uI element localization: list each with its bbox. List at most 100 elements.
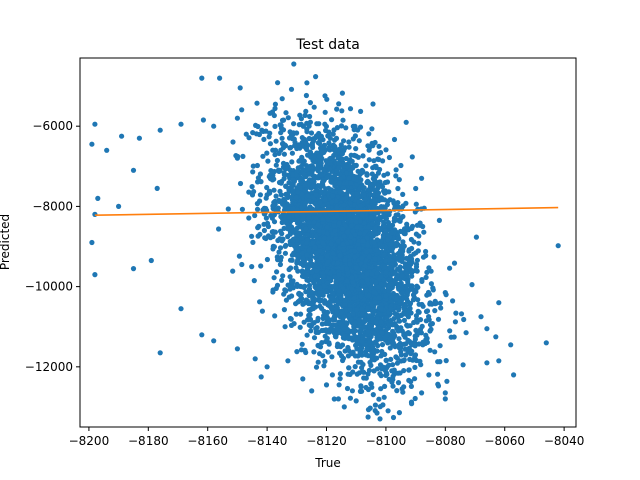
x-tick-label: −8200 bbox=[69, 434, 110, 448]
data-point bbox=[335, 238, 341, 244]
data-point bbox=[277, 245, 284, 251]
data-point bbox=[351, 327, 357, 333]
data-point bbox=[376, 266, 382, 272]
data-point bbox=[430, 287, 436, 293]
data-point bbox=[393, 296, 400, 302]
data-point bbox=[332, 256, 338, 262]
data-point bbox=[356, 321, 362, 327]
data-point bbox=[289, 150, 295, 156]
data-point bbox=[319, 305, 325, 311]
data-point bbox=[442, 290, 448, 296]
data-point bbox=[235, 153, 241, 160]
data-point bbox=[352, 232, 358, 238]
data-point bbox=[265, 223, 271, 230]
x-tick-label: −8100 bbox=[366, 434, 407, 448]
data-point bbox=[293, 311, 299, 317]
data-point bbox=[315, 222, 321, 228]
data-point bbox=[300, 376, 306, 382]
data-point bbox=[275, 257, 281, 263]
data-point bbox=[298, 116, 304, 122]
data-point bbox=[358, 384, 364, 390]
data-point bbox=[266, 134, 272, 140]
data-point bbox=[329, 372, 335, 378]
data-point bbox=[478, 314, 484, 320]
data-point bbox=[265, 158, 271, 164]
data-point bbox=[319, 145, 326, 151]
data-point bbox=[328, 241, 334, 247]
data-point bbox=[267, 141, 273, 147]
data-point bbox=[308, 130, 315, 136]
data-point bbox=[130, 167, 137, 173]
data-point bbox=[427, 300, 433, 306]
data-point bbox=[370, 101, 376, 107]
data-point bbox=[396, 286, 402, 292]
data-point bbox=[293, 244, 299, 250]
data-point bbox=[318, 184, 324, 190]
data-point bbox=[385, 237, 391, 243]
data-point bbox=[340, 285, 346, 292]
data-point bbox=[335, 260, 341, 266]
data-point bbox=[396, 177, 402, 183]
data-point bbox=[369, 126, 375, 132]
data-point bbox=[264, 256, 270, 263]
data-point bbox=[272, 313, 278, 319]
data-point bbox=[426, 372, 432, 378]
x-axis-label: True bbox=[314, 456, 341, 470]
data-point bbox=[276, 249, 282, 255]
data-point bbox=[336, 220, 342, 226]
data-point bbox=[388, 356, 394, 362]
data-point bbox=[363, 249, 370, 255]
data-point bbox=[342, 301, 348, 307]
data-point bbox=[342, 257, 348, 263]
data-point bbox=[369, 171, 375, 177]
data-point bbox=[382, 179, 388, 186]
data-point bbox=[281, 291, 287, 297]
data-point bbox=[357, 329, 364, 335]
data-point bbox=[404, 224, 410, 230]
data-point bbox=[366, 131, 372, 137]
data-point bbox=[246, 189, 252, 195]
data-point bbox=[246, 215, 252, 221]
data-point bbox=[332, 172, 338, 179]
data-point bbox=[322, 109, 328, 115]
data-point bbox=[296, 290, 302, 296]
data-point bbox=[349, 275, 355, 281]
data-point bbox=[304, 332, 310, 338]
data-point bbox=[346, 365, 352, 371]
data-point bbox=[365, 242, 371, 248]
data-point bbox=[308, 254, 314, 260]
data-point bbox=[334, 106, 340, 112]
data-point bbox=[340, 185, 346, 191]
data-point bbox=[304, 80, 310, 86]
data-point bbox=[371, 330, 377, 336]
data-point bbox=[323, 158, 329, 164]
data-point bbox=[263, 128, 269, 134]
data-point bbox=[200, 117, 206, 123]
data-point bbox=[338, 344, 344, 350]
data-point bbox=[423, 274, 429, 280]
y-tick-label: −10000 bbox=[25, 280, 73, 294]
data-point bbox=[378, 386, 384, 392]
data-point bbox=[413, 185, 419, 192]
data-point bbox=[254, 162, 260, 169]
data-point bbox=[369, 271, 375, 277]
data-point bbox=[298, 163, 304, 170]
data-point bbox=[290, 237, 296, 243]
data-point bbox=[420, 254, 427, 260]
data-point bbox=[293, 265, 299, 271]
data-point bbox=[368, 362, 374, 368]
data-point bbox=[324, 230, 330, 237]
data-point bbox=[421, 229, 427, 235]
x-tick-label: −8140 bbox=[247, 434, 288, 448]
data-point bbox=[324, 96, 330, 102]
data-point bbox=[334, 305, 340, 311]
data-point bbox=[387, 345, 393, 351]
data-point bbox=[313, 74, 319, 80]
data-point bbox=[386, 376, 392, 382]
data-point bbox=[379, 330, 385, 336]
data-point bbox=[296, 122, 302, 128]
data-point bbox=[89, 239, 95, 246]
data-point bbox=[313, 133, 320, 139]
data-point bbox=[315, 359, 321, 365]
data-point bbox=[283, 166, 289, 172]
